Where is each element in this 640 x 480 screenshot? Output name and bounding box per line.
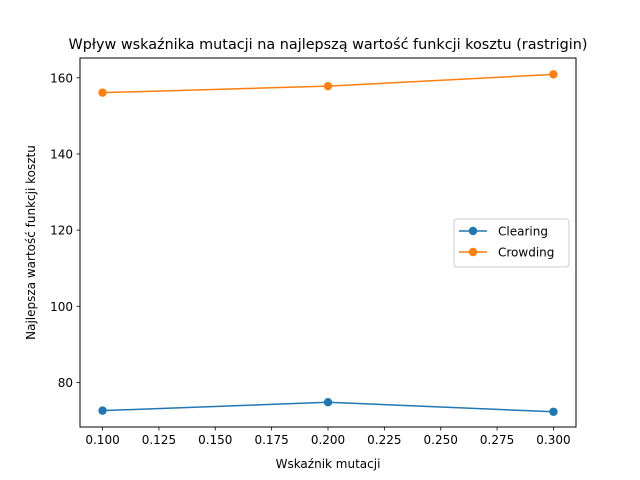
data-point bbox=[323, 398, 333, 407]
data-point bbox=[549, 407, 558, 416]
x-tick-label: 0.125 bbox=[142, 433, 176, 447]
data-point bbox=[98, 88, 107, 97]
legend-label: Clearing bbox=[498, 225, 548, 239]
x-tick-label: 0.225 bbox=[367, 433, 401, 447]
series-crowding bbox=[98, 70, 558, 97]
y-tick-label: 80 bbox=[58, 376, 73, 390]
series-clearing bbox=[98, 398, 558, 416]
x-tick-label: 0.200 bbox=[311, 433, 345, 447]
y-axis-label: Najlepsza wartość funkcji kosztu bbox=[24, 145, 38, 340]
data-point bbox=[323, 81, 333, 91]
series-layer bbox=[98, 70, 558, 416]
legend-item-crowding: Crowding bbox=[459, 246, 554, 260]
chart-title: Wpływ wskaźnika mutacji na najlepszą war… bbox=[69, 37, 588, 53]
y-tick-label: 120 bbox=[50, 224, 73, 238]
y-axis: 80 100 120 140 160 bbox=[50, 71, 80, 390]
legend-label: Crowding bbox=[498, 246, 554, 260]
y-tick-label: 160 bbox=[50, 71, 73, 85]
x-tick-label: 0.150 bbox=[198, 433, 232, 447]
legend-item-clearing: Clearing bbox=[459, 225, 548, 239]
legend-marker bbox=[468, 226, 478, 236]
x-axis-label: Wskaźnik mutacji bbox=[276, 457, 381, 471]
legend: Clearing Crowding bbox=[453, 218, 570, 268]
x-tick-label: 0.175 bbox=[254, 433, 288, 447]
y-tick-label: 100 bbox=[50, 300, 73, 314]
x-axis: 0.100 0.125 0.150 0.175 0.200 0.225 0.250 0.275… bbox=[85, 427, 571, 447]
data-point bbox=[549, 70, 558, 79]
x-tick-label: 0.250 bbox=[424, 433, 458, 447]
data-point bbox=[98, 406, 107, 415]
x-tick-label: 0.275 bbox=[480, 433, 514, 447]
x-tick-label: 0.300 bbox=[536, 433, 570, 447]
legend-marker bbox=[468, 247, 478, 257]
x-tick-label: 0.100 bbox=[85, 433, 119, 447]
y-tick-label: 140 bbox=[50, 147, 73, 161]
